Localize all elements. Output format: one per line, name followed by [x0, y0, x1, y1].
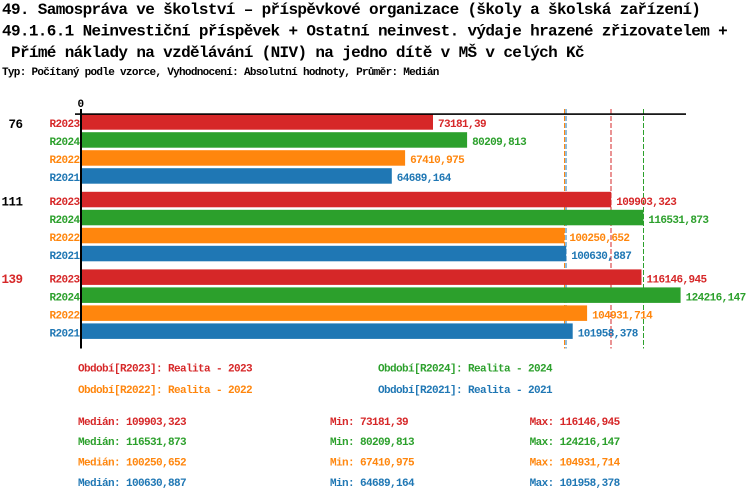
svg-text:R2022: R2022	[49, 155, 79, 167]
svg-text:101958,378: 101958,378	[578, 328, 639, 340]
svg-text:104931,714: 104931,714	[592, 310, 653, 322]
svg-text:R2024: R2024	[49, 137, 80, 149]
svg-text:Min: 73181,39: Min: 73181,39	[330, 417, 408, 429]
svg-text:Medián: 109903,323: Medián: 109903,323	[78, 417, 187, 429]
svg-text:Min: 64689,164: Min: 64689,164	[330, 478, 415, 490]
svg-text:49.1.6.1 Neinvestiční příspěve: 49.1.6.1 Neinvestiční příspěvek + Ostatn…	[2, 22, 727, 40]
svg-text:Max: 101958,378: Max: 101958,378	[530, 478, 621, 490]
svg-text:76: 76	[8, 118, 22, 132]
svg-text:R2024: R2024	[49, 292, 80, 304]
svg-text:R2023: R2023	[49, 274, 80, 286]
svg-text:Přímé náklady na vzdělávání (N: Přímé náklady na vzdělávání (NIV) na jed…	[11, 43, 584, 62]
svg-text:Typ: Počítaný podle vzorce, Vy: Typ: Počítaný podle vzorce, Vyhodnocení:…	[2, 67, 439, 79]
svg-text:Max: 124216,147: Max: 124216,147	[530, 437, 620, 449]
svg-text:Max: 104931,714: Max: 104931,714	[530, 458, 621, 470]
svg-text:R2024: R2024	[49, 215, 80, 227]
svg-text:Období[R2024]: Realita - 2024: Období[R2024]: Realita - 2024	[378, 364, 553, 376]
svg-text:R2022: R2022	[49, 310, 79, 322]
svg-text:Min: 67410,975: Min: 67410,975	[330, 458, 415, 470]
svg-text:Období[R2021]: Realita - 2021: Období[R2021]: Realita - 2021	[378, 385, 553, 397]
svg-text:64689,164: 64689,164	[397, 173, 452, 185]
svg-text:73181,39: 73181,39	[438, 119, 486, 131]
svg-text:67410,975: 67410,975	[410, 155, 465, 167]
svg-text:R2021: R2021	[49, 173, 80, 185]
svg-text:R2023: R2023	[49, 197, 80, 209]
svg-text:80209,813: 80209,813	[472, 137, 527, 149]
svg-text:116531,873: 116531,873	[648, 215, 709, 227]
svg-text:R2023: R2023	[49, 119, 80, 131]
svg-text:Období[R2022]: Realita - 2022: Období[R2022]: Realita - 2022	[78, 385, 252, 397]
svg-text:100250,652: 100250,652	[569, 233, 629, 245]
svg-text:R2022: R2022	[49, 233, 79, 245]
svg-text:100630,887: 100630,887	[571, 251, 631, 263]
svg-text:139: 139	[1, 273, 22, 287]
svg-text:Min: 80209,813: Min: 80209,813	[330, 437, 415, 449]
svg-text:R2021: R2021	[49, 251, 80, 263]
svg-text:124216,147: 124216,147	[686, 292, 746, 304]
svg-text:Medián: 116531,873: Medián: 116531,873	[78, 437, 187, 449]
svg-text:49. Samospráva ve školství – p: 49. Samospráva ve školství – příspěvkové…	[2, 1, 700, 19]
svg-text:R2021: R2021	[49, 328, 80, 340]
svg-text:116146,945: 116146,945	[647, 274, 708, 286]
svg-text:111: 111	[1, 196, 22, 210]
svg-text:Max: 116146,945: Max: 116146,945	[530, 417, 621, 429]
svg-text:0: 0	[77, 99, 83, 111]
svg-text:Medián: 100250,652: Medián: 100250,652	[78, 458, 186, 470]
svg-text:Období[R2023]: Realita - 2023: Období[R2023]: Realita - 2023	[78, 364, 253, 376]
svg-text:109903,323: 109903,323	[616, 197, 677, 209]
svg-text:Medián: 100630,887: Medián: 100630,887	[78, 478, 186, 490]
